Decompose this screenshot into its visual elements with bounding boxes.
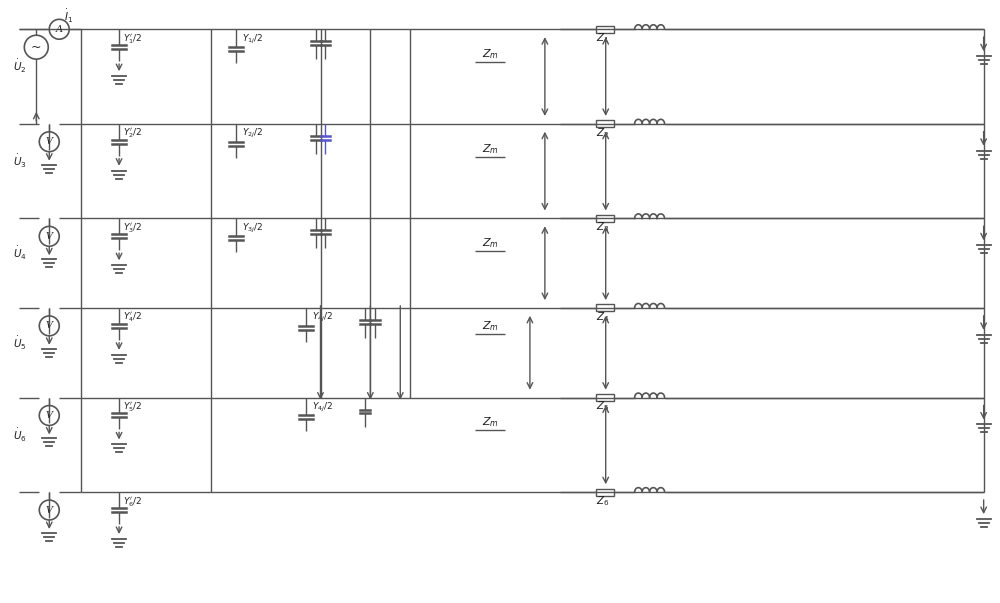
Text: $Y_2'/2$: $Y_2'/2$ — [123, 127, 142, 140]
Text: $\dot{U}_6$: $\dot{U}_6$ — [13, 427, 27, 444]
Text: $Z_m$: $Z_m$ — [482, 47, 498, 61]
Text: $\dot{U}_5$: $\dot{U}_5$ — [13, 335, 27, 352]
Text: $Z_m$: $Z_m$ — [482, 236, 498, 250]
Circle shape — [39, 132, 59, 152]
FancyBboxPatch shape — [596, 305, 614, 312]
Text: $Z_1$: $Z_1$ — [596, 31, 609, 45]
Text: V: V — [46, 137, 53, 147]
Text: $\dot{U}_2$: $\dot{U}_2$ — [13, 58, 27, 75]
FancyBboxPatch shape — [596, 488, 614, 496]
Text: $Z_m$: $Z_m$ — [482, 415, 498, 429]
Text: $\dot{I}_1$: $\dot{I}_1$ — [64, 8, 73, 25]
Text: V: V — [46, 505, 53, 514]
Text: $Z_4$: $Z_4$ — [596, 310, 609, 324]
Text: $Z_6$: $Z_6$ — [596, 494, 609, 508]
Circle shape — [24, 35, 48, 59]
Text: $Z_5$: $Z_5$ — [596, 400, 609, 413]
Circle shape — [39, 316, 59, 336]
FancyBboxPatch shape — [596, 26, 614, 33]
FancyBboxPatch shape — [596, 394, 614, 401]
Text: $Y_{3j}/2$: $Y_{3j}/2$ — [242, 222, 263, 235]
Text: $\dot{U}_3$: $\dot{U}_3$ — [13, 153, 27, 170]
Text: A: A — [56, 25, 63, 34]
Text: $Y_{1j}/2$: $Y_{1j}/2$ — [242, 33, 263, 46]
FancyBboxPatch shape — [596, 215, 614, 222]
Text: $Y_5'/2$: $Y_5'/2$ — [123, 400, 142, 414]
Text: $Y_6'/2$: $Y_6'/2$ — [123, 495, 142, 508]
Circle shape — [49, 19, 69, 39]
Text: $Y_1'/2$: $Y_1'/2$ — [123, 32, 142, 46]
Text: V: V — [46, 321, 53, 330]
Text: $Z_m$: $Z_m$ — [482, 142, 498, 156]
Text: ~: ~ — [31, 40, 42, 54]
Text: $Z_2$: $Z_2$ — [596, 126, 609, 139]
FancyBboxPatch shape — [596, 121, 614, 127]
Text: $Y_{2j}/2$: $Y_{2j}/2$ — [242, 127, 263, 140]
Text: $\dot{U}_4$: $\dot{U}_4$ — [13, 245, 27, 262]
Circle shape — [39, 500, 59, 520]
Text: $Y_{4j}/2$: $Y_{4j}/2$ — [312, 311, 332, 324]
Circle shape — [39, 226, 59, 246]
Text: $Y_3'/2$: $Y_3'/2$ — [123, 221, 142, 235]
Text: $Y_4'/2$: $Y_4'/2$ — [123, 311, 142, 324]
Text: V: V — [46, 411, 53, 420]
Text: $Y_{4j}/2$: $Y_{4j}/2$ — [312, 401, 332, 414]
Text: $Z_3$: $Z_3$ — [596, 220, 609, 234]
Text: V: V — [46, 232, 53, 241]
Text: $Z_m$: $Z_m$ — [482, 319, 498, 333]
Circle shape — [39, 406, 59, 426]
